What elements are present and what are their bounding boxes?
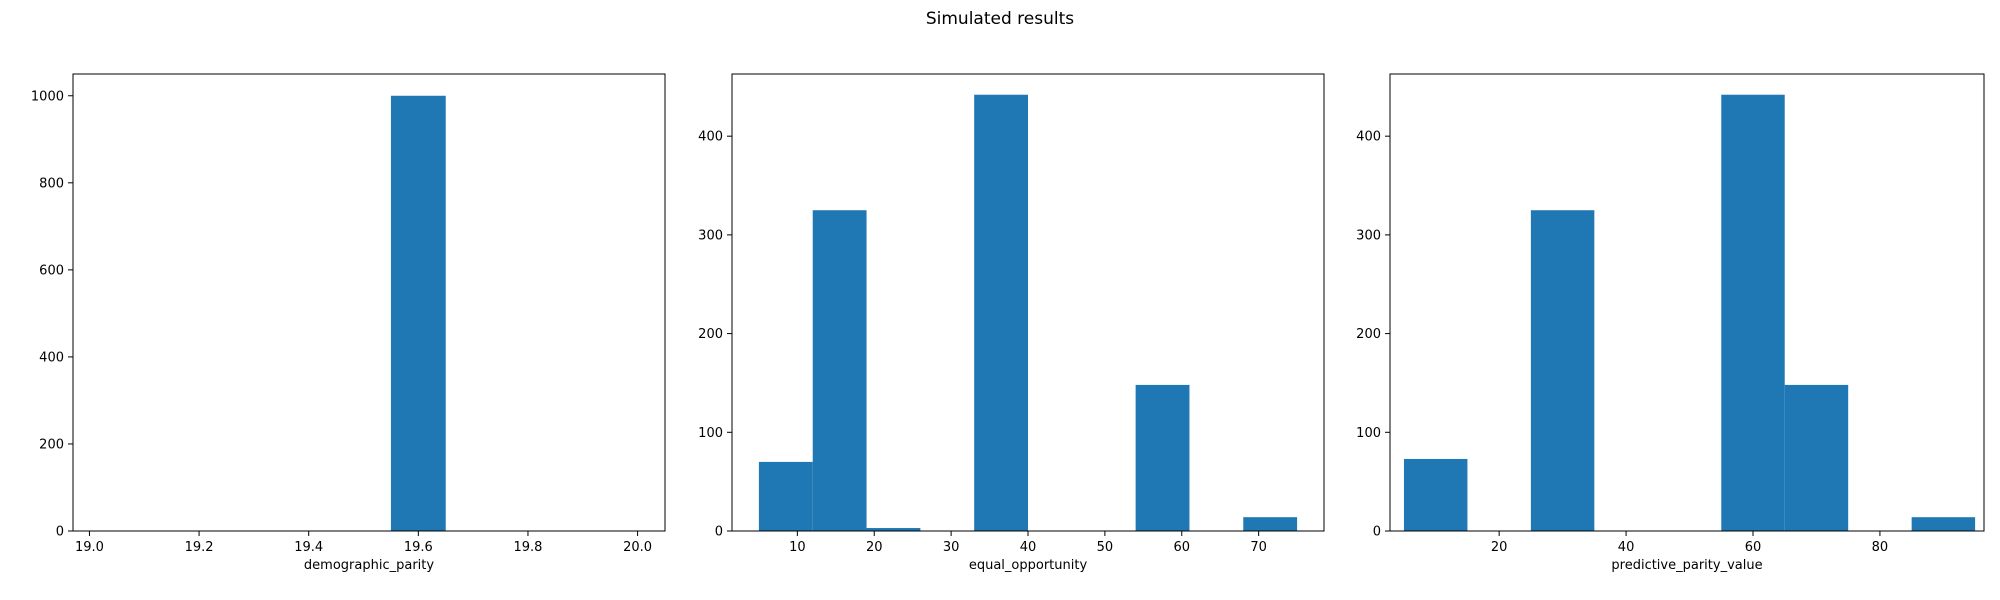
histogram-bar: [974, 94, 1028, 532]
x-tick-label: 10: [789, 540, 806, 555]
x-tick-label: 20: [1491, 540, 1508, 555]
x-tick-label: 30: [943, 540, 960, 555]
y-tick-label: 400: [1356, 130, 1381, 145]
x-tick-label: 80: [1872, 540, 1889, 555]
x-tick-label: 19.4: [294, 540, 323, 555]
y-tick-label: 600: [39, 263, 64, 278]
x-tick-label: 19.0: [75, 540, 104, 555]
y-tick-label: 300: [698, 228, 723, 243]
histogram-bar: [1135, 384, 1190, 531]
x-tick-label: 70: [1250, 540, 1267, 555]
y-tick-label: 100: [698, 426, 723, 441]
x-axis-label: predictive_parity_value: [1611, 558, 1762, 573]
histogram-bar: [1911, 517, 1976, 531]
x-tick-label: 40: [1618, 540, 1635, 555]
x-tick-label: 40: [1020, 540, 1037, 555]
x-tick-label: 60: [1173, 540, 1190, 555]
x-axis-label: demographic_parity: [304, 558, 434, 573]
plot-frame: [72, 73, 666, 532]
plot-frame: [1389, 73, 1985, 532]
y-tick-label: 300: [1356, 228, 1381, 243]
x-tick-label: 19.2: [185, 540, 214, 555]
x-tick-label: 19.8: [513, 540, 542, 555]
histogram-bar: [758, 461, 813, 531]
x-tick-label: 19.6: [404, 540, 433, 555]
histogram-bar: [1530, 210, 1595, 531]
y-tick-label: 400: [698, 130, 723, 145]
histogram-bar: [866, 528, 921, 531]
histogram-bar: [1721, 94, 1785, 532]
y-tick-label: 400: [39, 350, 64, 365]
y-tick-label: 200: [1356, 327, 1381, 342]
y-tick-label: 200: [39, 437, 64, 452]
y-tick-label: 1000: [31, 89, 64, 104]
figure-title: Simulated results: [925, 9, 1075, 29]
y-tick-label: 100: [1356, 426, 1381, 441]
x-tick-label: 60: [1745, 540, 1762, 555]
histogram-bar: [812, 210, 867, 531]
histogram-panel-3: 20 40 60 80 0 100 200 300 400 predictive_parity_v…: [1356, 73, 1985, 573]
histogram-bar: [1784, 384, 1849, 531]
y-tick-label: 0: [56, 525, 64, 540]
histogram-bar: [390, 95, 446, 531]
x-tick-label: 50: [1097, 540, 1114, 555]
x-axis-label: equal_opportunity: [969, 558, 1088, 573]
histogram-bar: [1243, 517, 1298, 531]
x-tick-label: 20: [866, 540, 883, 555]
histogram-bar: [1403, 458, 1468, 531]
y-tick-label: 0: [1373, 525, 1381, 540]
y-tick-label: 200: [698, 327, 723, 342]
histogram-panel-1: 19.0 19.2 19.4 19.6 19.8 20.0 0 200 400 600 800 100…: [31, 73, 666, 573]
x-tick-label: 20.0: [623, 540, 652, 555]
y-tick-label: 0: [715, 525, 723, 540]
y-tick-label: 800: [39, 176, 64, 191]
histogram-panel-2: 10 20 30 40 50 60 70 0 100 200 300 400 equal_opportu…: [698, 73, 1325, 573]
